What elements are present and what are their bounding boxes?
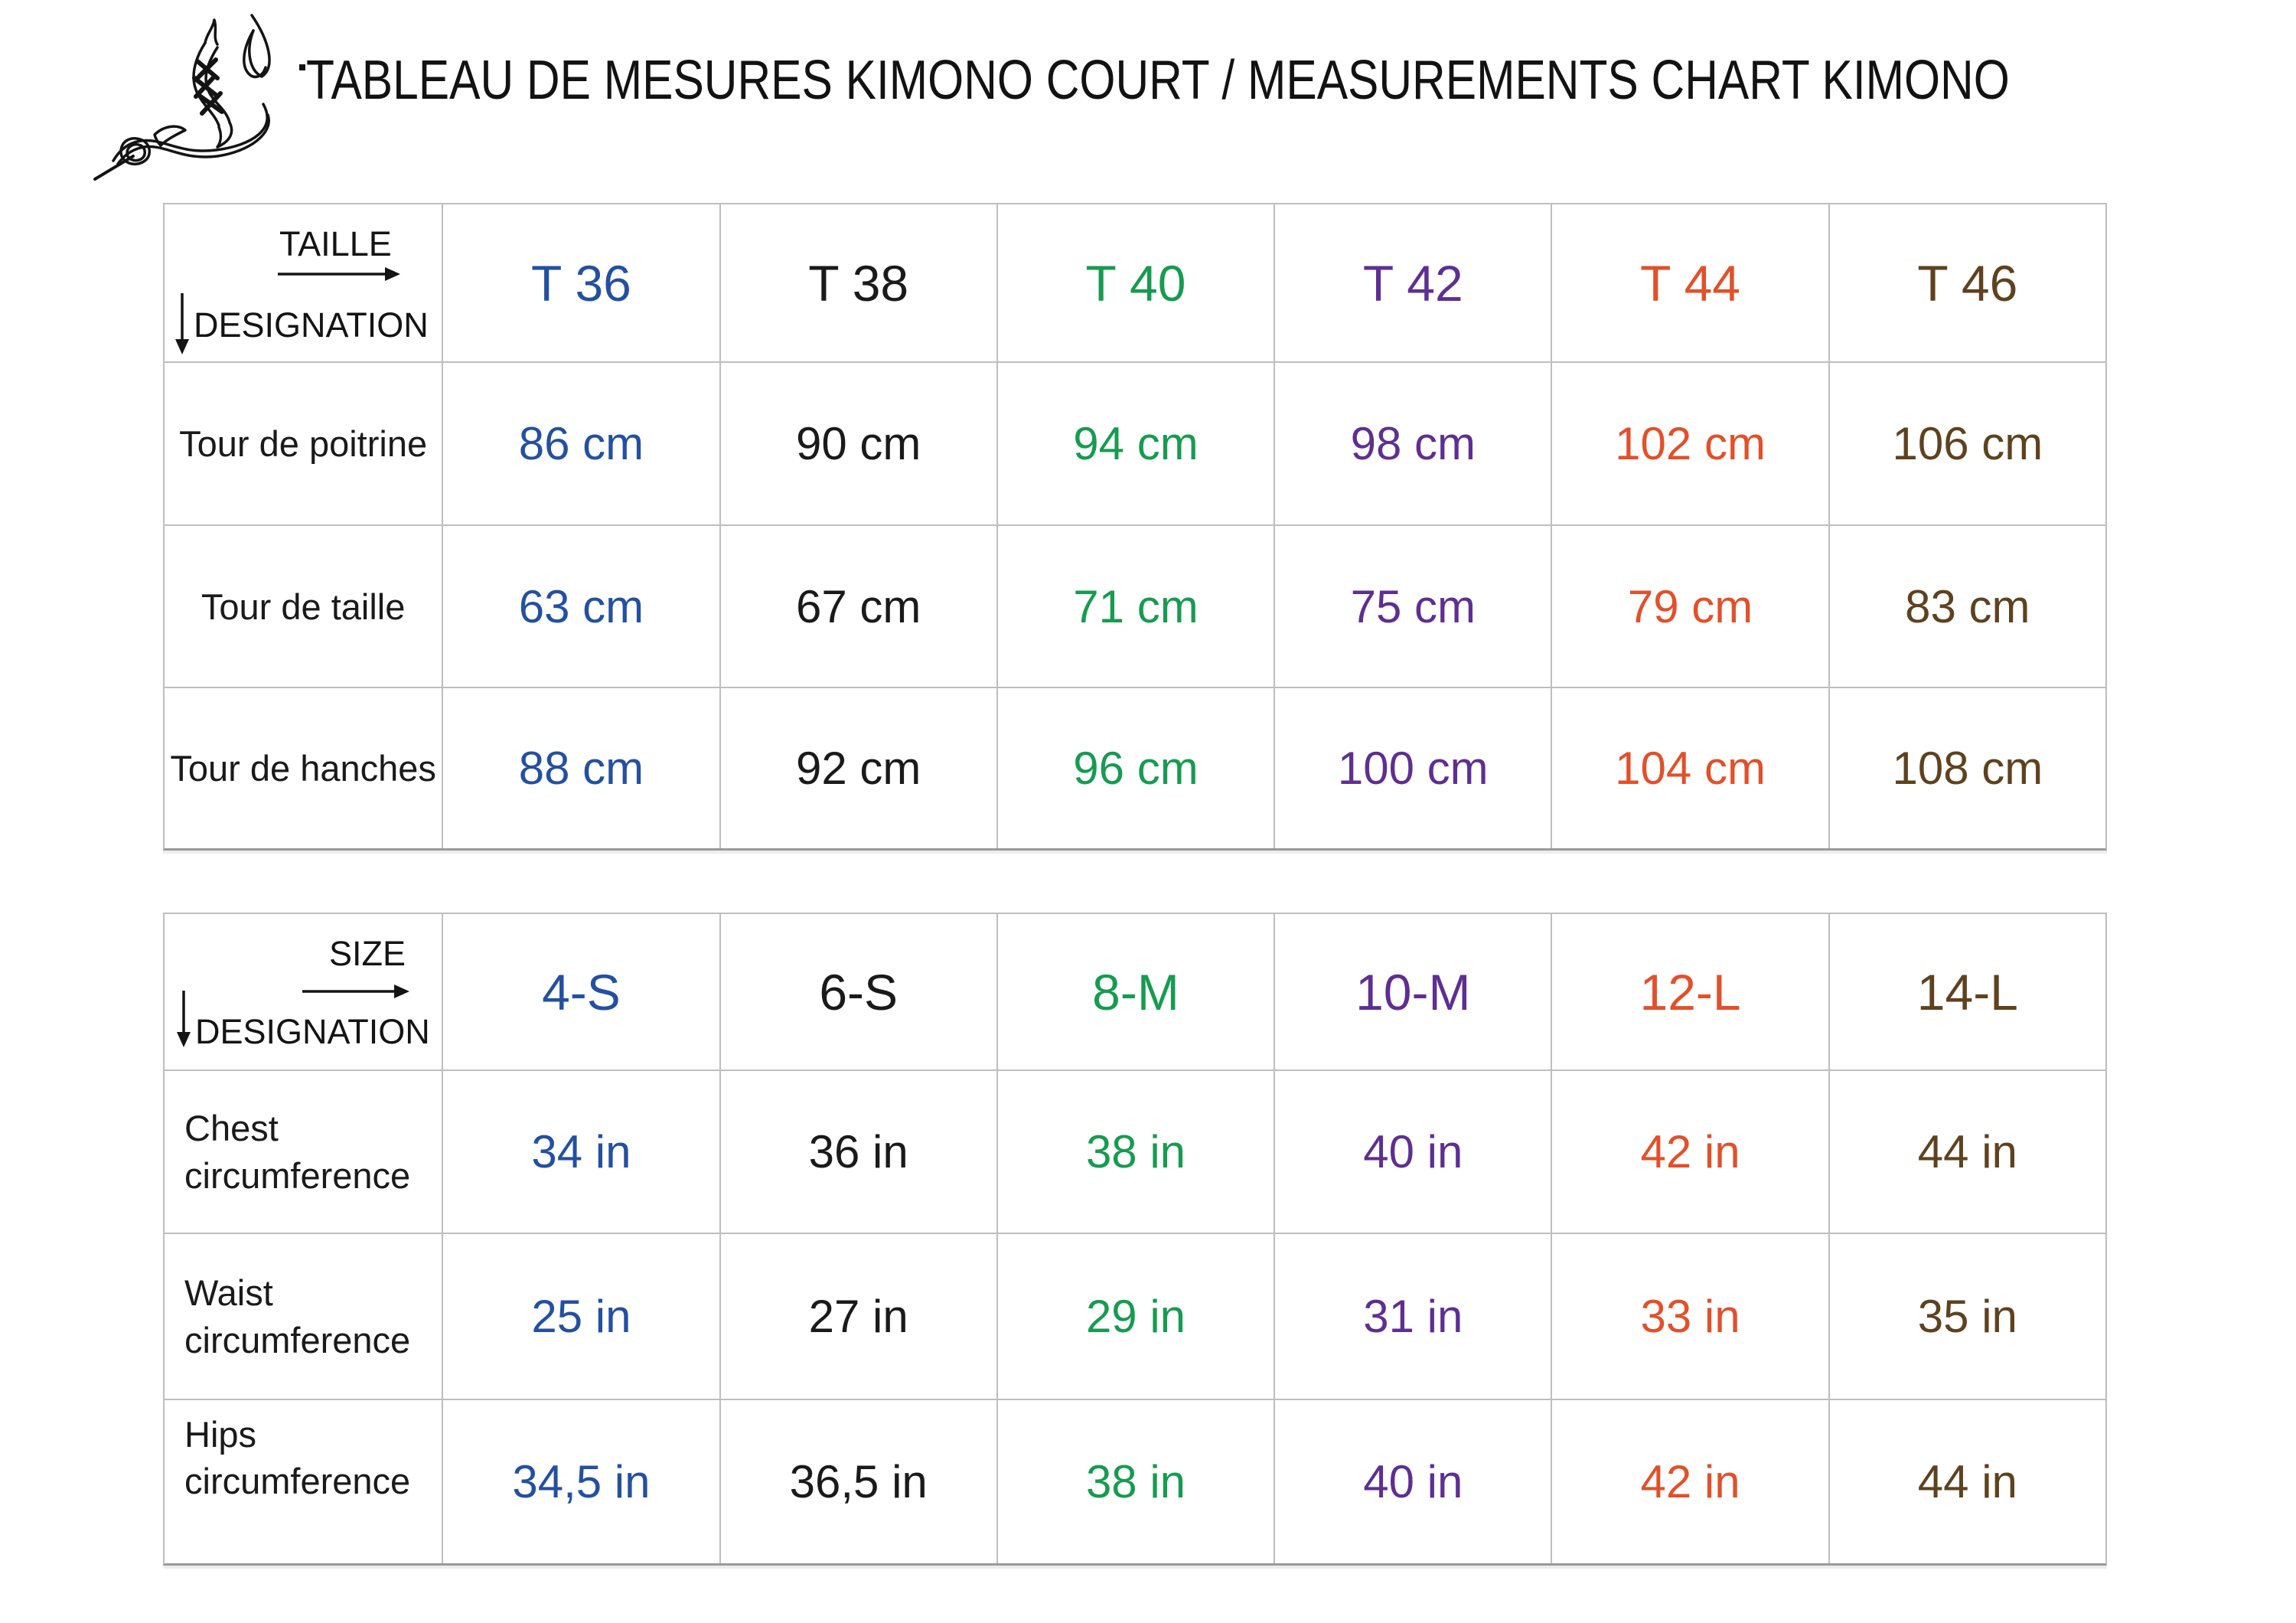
column-header: T 40 [996, 204, 1274, 361]
value-cell: 75 cm [1274, 524, 1551, 687]
right-arrow-icon [302, 985, 409, 998]
value-cell: 29 in [996, 1233, 1274, 1399]
value-cell: 71 cm [996, 524, 1274, 687]
value-cell: 34 in [442, 1069, 719, 1233]
value-cell: 106 cm [1828, 361, 2105, 524]
column-header: T 42 [1274, 204, 1551, 361]
down-arrow-icon [177, 991, 191, 1047]
row-label: Tour de poitrine [165, 361, 442, 524]
column-header: 6-S [719, 914, 996, 1069]
row-label: Tour de hanches [165, 687, 442, 848]
value-cell: 102 cm [1551, 361, 1828, 524]
column-header: 14-L [1828, 914, 2105, 1069]
brand-logo [93, 14, 271, 181]
value-cell: 42 in [1551, 1399, 1828, 1563]
value-cell: 83 cm [1828, 524, 2105, 687]
row-label: Waist circumference [165, 1233, 442, 1399]
value-cell: 38 in [996, 1069, 1274, 1233]
value-cell: 94 cm [996, 361, 1274, 524]
down-arrow-icon [175, 293, 189, 354]
value-cell: 67 cm [719, 524, 996, 687]
value-cell: 35 in [1828, 1233, 2105, 1399]
value-cell: 42 in [1551, 1069, 1828, 1233]
row-label: Tour de taille [165, 524, 442, 687]
value-cell: 33 in [1551, 1233, 1828, 1399]
value-cell: 36 in [719, 1069, 996, 1233]
value-cell: 96 cm [996, 687, 1274, 848]
value-cell: 88 cm [442, 687, 719, 848]
value-cell: 36,5 in [719, 1399, 996, 1563]
right-arrow-icon [278, 267, 400, 281]
value-cell: 38 in [996, 1399, 1274, 1563]
value-cell: 98 cm [1274, 361, 1551, 524]
value-cell: 27 in [719, 1233, 996, 1399]
column-header: 4-S [442, 914, 719, 1069]
value-cell: 44 in [1828, 1399, 2105, 1563]
column-header: 8-M [996, 914, 1274, 1069]
value-cell: 63 cm [442, 524, 719, 687]
value-cell: 108 cm [1828, 687, 2105, 848]
value-cell: 40 in [1274, 1069, 1551, 1233]
column-header: T 38 [719, 204, 996, 361]
column-header: T 44 [1551, 204, 1828, 361]
black-square-mark [299, 64, 305, 70]
value-cell: 79 cm [1551, 524, 1828, 687]
value-cell: 25 in [442, 1233, 719, 1399]
value-cell: 44 in [1828, 1069, 2105, 1233]
value-cell: 31 in [1274, 1233, 1551, 1399]
value-cell: 104 cm [1551, 687, 1828, 848]
column-header: 12-L [1551, 914, 1828, 1069]
value-cell: 90 cm [719, 361, 996, 524]
column-header: T 46 [1828, 204, 2105, 361]
row-label: Hips circumference [165, 1399, 442, 1563]
column-axis-label: SIZE [329, 934, 406, 973]
value-cell: 40 in [1274, 1399, 1551, 1563]
column-header: 10-M [1274, 914, 1551, 1069]
value-cell: 92 cm [719, 687, 996, 848]
value-cell: 86 cm [442, 361, 719, 524]
size-table-cm: TAILLE DESIGNATION T 36 T 38 T 40 T 42 T… [163, 203, 2107, 851]
column-axis-label: TAILLE [279, 224, 392, 263]
corner-cell: SIZE DESIGNATION [165, 914, 442, 1069]
size-table-in: SIZE DESIGNATION 4-S 6-S 8-M 10-M 12-L 1… [163, 913, 2107, 1566]
row-axis-label: DESIGNATION [194, 305, 429, 345]
column-header: T 36 [442, 204, 719, 361]
page-title: TABLEAU DE MESURES KIMONO COURT / MEASUR… [306, 50, 2010, 111]
value-cell: 100 cm [1274, 687, 1551, 848]
corner-cell: TAILLE DESIGNATION [165, 204, 442, 361]
value-cell: 34,5 in [442, 1399, 719, 1563]
row-label: Chest circumference [165, 1069, 442, 1233]
row-axis-label: DESIGNATION [195, 1012, 430, 1051]
